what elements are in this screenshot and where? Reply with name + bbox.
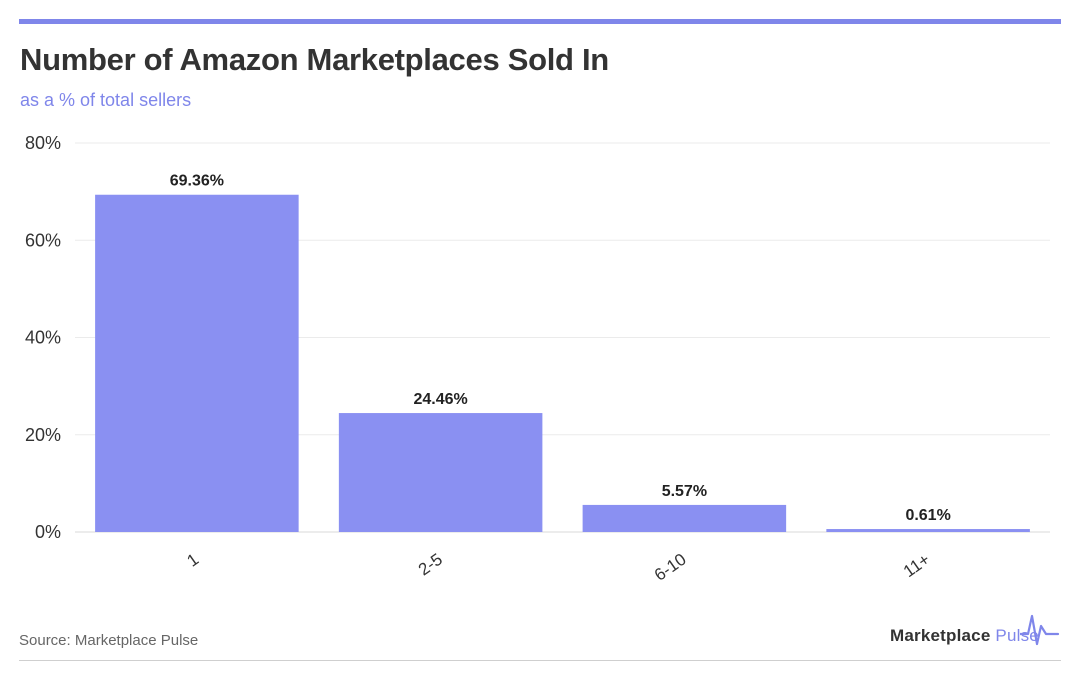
y-tick-label: 40% <box>25 328 61 348</box>
bar-value-label: 0.61% <box>905 507 950 524</box>
y-tick-label: 20% <box>25 425 61 445</box>
bar <box>95 194 299 532</box>
bar <box>826 529 1030 532</box>
bar-value-label: 69.36% <box>170 173 224 190</box>
bar <box>338 413 543 532</box>
y-tick-label: 0% <box>35 522 61 542</box>
x-tick-label: 1 <box>184 550 203 571</box>
brand-name-main: Marketplace <box>890 626 991 645</box>
x-tick-label: 2-5 <box>415 550 446 580</box>
bar-value-label: 5.57% <box>662 483 707 500</box>
bar-chart: 0% 20% 40% 60% 80% 69.36% 1 24.46% 2-5 5.57% 6-10 0… <box>25 133 1050 585</box>
bar <box>582 504 787 532</box>
chart-title: Number of Amazon Marketplaces Sold In <box>20 42 609 77</box>
x-tick-label: 6-10 <box>651 550 690 585</box>
bottom-rule <box>19 660 1061 661</box>
x-tick-label: 11+ <box>900 550 934 581</box>
pulse-line-icon <box>1020 614 1060 646</box>
top-accent-rule <box>19 19 1061 24</box>
source-note: Source: Marketplace Pulse <box>19 632 199 649</box>
y-tick-label: 80% <box>25 133 61 153</box>
chart-subtitle: as a % of total sellers <box>20 90 192 110</box>
brand-logo: Marketplace Pulse <box>890 612 1062 648</box>
y-tick-label: 60% <box>25 230 61 250</box>
bar-value-label: 24.46% <box>413 391 467 408</box>
brand-wordmark: Marketplace Pulse <box>890 626 1039 646</box>
